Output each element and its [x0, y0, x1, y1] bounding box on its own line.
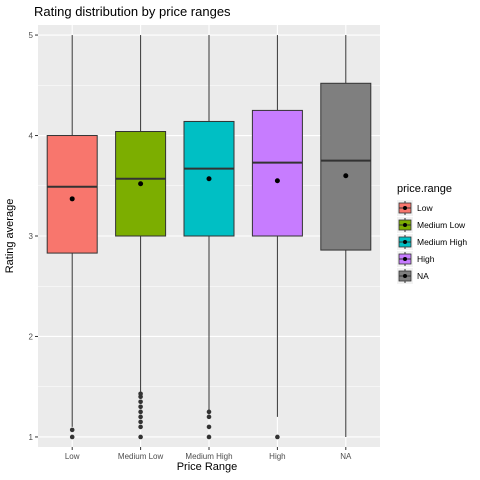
box-body — [320, 82, 372, 251]
x-tick-label: Medium High — [185, 452, 232, 461]
legend: price.range Low Medium Low Medium High High… — [397, 183, 467, 284]
mean-point — [206, 176, 212, 182]
legend-label: High — [417, 254, 435, 264]
outlier-point — [206, 414, 212, 420]
box-high — [251, 35, 303, 440]
chart-title: Rating distribution by price ranges — [34, 4, 231, 19]
legend-key-dot — [403, 274, 407, 278]
outlier-point — [206, 409, 212, 415]
outlier-point — [138, 404, 143, 410]
x-tick-label: Medium Low — [118, 452, 164, 461]
legend-label: Low — [417, 203, 433, 213]
outlier-point — [69, 427, 75, 433]
y-tick-label: 5 — [29, 31, 34, 40]
x-tick-label: High — [269, 452, 285, 461]
mean-point — [343, 173, 349, 179]
outlier-point — [138, 414, 143, 420]
outlier-point — [138, 424, 143, 430]
x-axis: Low Medium Low Medium High High NA — [65, 447, 352, 461]
box-na — [320, 35, 372, 437]
outlier-point — [138, 434, 143, 440]
y-axis: 1 2 3 4 5 — [29, 31, 38, 442]
y-tick-label: 2 — [29, 332, 34, 341]
y-axis-title: Rating average — [4, 199, 16, 274]
outlier-point — [138, 409, 143, 415]
legend-item-medium-low: Medium Low — [397, 217, 466, 233]
y-tick-label: 4 — [29, 132, 34, 141]
outlier-point — [275, 434, 280, 440]
legend-item-low: Low — [397, 200, 433, 216]
x-tick-label: Low — [65, 452, 80, 461]
legend-title: price.range — [397, 183, 452, 195]
box-medium-low — [115, 35, 167, 440]
mean-point — [138, 181, 144, 187]
legend-key-dot — [403, 223, 407, 227]
boxes-layer — [46, 35, 372, 440]
legend-key-dot — [403, 206, 407, 210]
legend-label: Medium High — [417, 237, 467, 247]
mean-point — [274, 178, 280, 184]
x-axis-title: Price Range — [177, 461, 238, 473]
x-tick-label: NA — [340, 452, 352, 461]
legend-label: Medium Low — [417, 220, 466, 230]
outlier-point — [206, 424, 212, 430]
box-body — [46, 135, 98, 254]
outlier-point — [138, 391, 143, 397]
y-tick-label: 3 — [29, 232, 34, 241]
y-tick-label: 1 — [29, 433, 34, 442]
legend-key-dot — [403, 240, 407, 244]
legend-items: Low Medium Low Medium High High NA — [397, 200, 467, 284]
box-medium-high — [183, 35, 235, 440]
box-body — [251, 109, 303, 237]
legend-item-na: NA — [397, 268, 429, 284]
outlier-point — [69, 434, 75, 440]
outlier-point — [138, 399, 143, 405]
legend-key-dot — [403, 257, 407, 261]
outlier-point — [138, 419, 143, 425]
box-low — [46, 35, 98, 440]
mean-point — [69, 196, 75, 202]
outlier-point — [206, 434, 212, 440]
legend-label: NA — [417, 271, 429, 281]
legend-item-medium-high: Medium High — [397, 234, 467, 250]
legend-item-high: High — [397, 251, 435, 267]
